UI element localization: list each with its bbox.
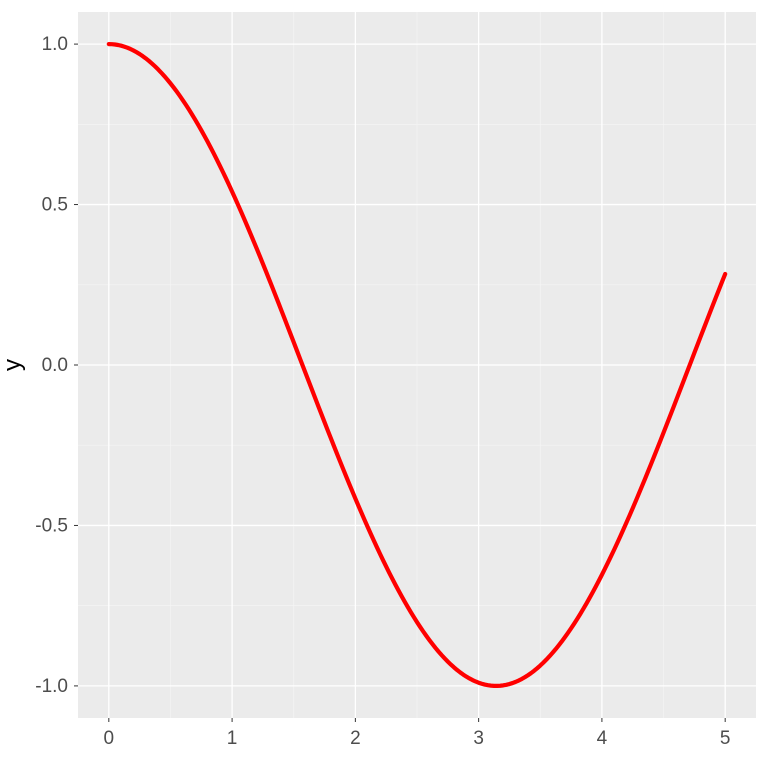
line-chart: 0 1 2 3 4 5 -1.0 -0.5 0.0 0.5 1.0 y: [0, 0, 768, 768]
y-tick-label: 0.5: [42, 195, 68, 216]
x-tick-label: 2: [350, 728, 361, 749]
x-tick-label: 3: [473, 728, 484, 749]
y-tick-label: 0.0: [42, 355, 68, 376]
x-tick-label: 5: [720, 728, 731, 749]
y-tick-label: -0.5: [35, 515, 68, 536]
y-axis-title: y: [0, 359, 26, 371]
x-tick-label: 4: [597, 728, 608, 749]
chart-container: 0 1 2 3 4 5 -1.0 -0.5 0.0 0.5 1.0 y: [0, 0, 768, 768]
y-tick-label: 1.0: [42, 34, 68, 55]
x-tick-label: 0: [104, 728, 115, 749]
x-tick-label: 1: [227, 728, 238, 749]
y-tick-label: -1.0: [35, 676, 68, 697]
